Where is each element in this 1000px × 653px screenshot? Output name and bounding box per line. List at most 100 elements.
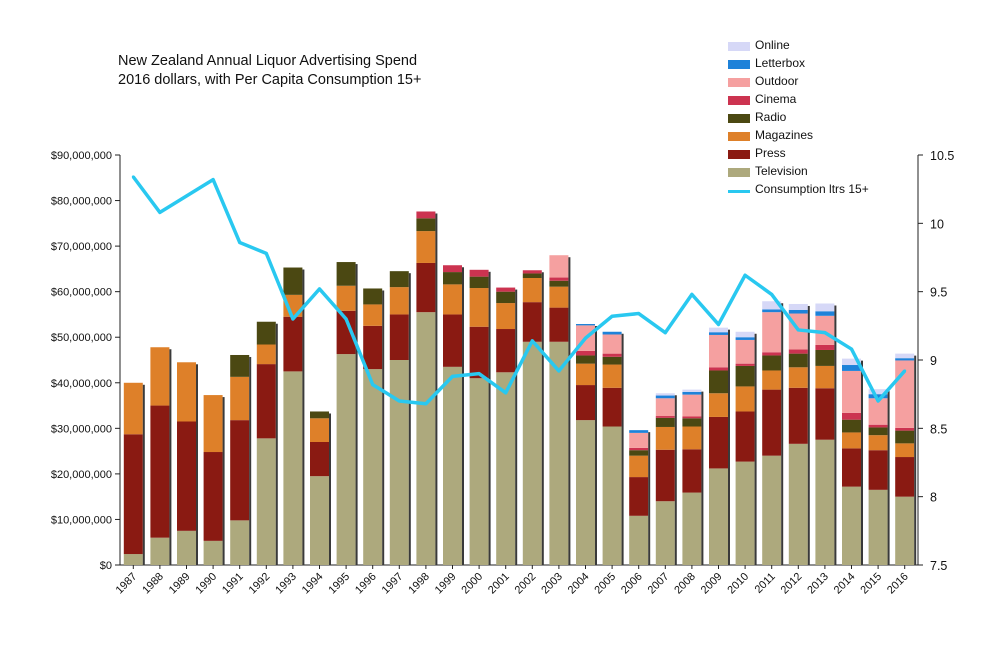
bar-segment-online — [762, 301, 782, 310]
x-tick-label: 2013 — [805, 571, 831, 597]
bar-segment-press — [895, 457, 915, 497]
bar-shadow — [887, 391, 890, 565]
legend-label: Outdoor — [755, 74, 799, 88]
legend-swatch — [728, 96, 750, 105]
bar-segment-magazines — [735, 386, 755, 412]
consumption-line — [131, 175, 907, 406]
bar-shadow — [408, 273, 411, 565]
x-tick-label: 1997 — [380, 571, 406, 597]
y-tick-label-right: 10 — [930, 217, 944, 231]
legend-label: Cinema — [755, 92, 797, 106]
bar-segment-magazines — [150, 347, 170, 406]
bar-segment-outdoor — [655, 398, 675, 417]
bar-segment-radio — [576, 355, 595, 364]
y-tick-label-left: $90,000,000 — [51, 150, 112, 162]
x-tick-label: 1999 — [433, 571, 459, 597]
consumption-point — [318, 287, 321, 291]
bar-segment-press — [416, 262, 436, 313]
bar-shadow — [329, 413, 331, 565]
bar-segment-television — [788, 443, 808, 565]
bar-shadow — [142, 384, 145, 565]
x-tick-label: 2015 — [858, 571, 884, 597]
bar-segment-television — [735, 461, 755, 565]
bar-segment-radio — [310, 411, 329, 419]
bar-segment-online — [868, 389, 888, 395]
bar-segment-press — [443, 314, 462, 367]
bar-shadow — [674, 395, 677, 565]
bar-segment-outdoor — [629, 432, 649, 448]
bar-segment-magazines — [416, 231, 436, 263]
x-tick-label: 1989 — [167, 571, 193, 597]
bar-segment-letterbox — [788, 309, 808, 314]
legend-swatch — [728, 60, 750, 69]
bar-segment-television — [177, 530, 196, 565]
bar-shadow — [382, 290, 385, 565]
consumption-point — [291, 317, 295, 321]
bar-segment-letterbox — [868, 394, 888, 399]
consumption-point — [371, 383, 375, 387]
bar-segment-magazines — [842, 432, 861, 449]
bar-segment-cinema — [496, 287, 516, 292]
bar-segment-television — [629, 515, 649, 565]
chart-title: New Zealand Annual Liquor Advertising Sp… — [118, 52, 421, 90]
x-tick-label: 2012 — [779, 571, 805, 597]
bar-segment-cinema — [655, 416, 675, 418]
bar-segment-magazines — [629, 455, 649, 478]
bar-shadow — [541, 272, 544, 565]
x-tick-label: 2001 — [486, 571, 512, 597]
y-tick-label-left: $0 — [100, 560, 112, 572]
bar-segment-cinema — [762, 352, 782, 356]
consumption-point — [663, 331, 667, 335]
y-tick-label-right: 8.5 — [930, 422, 947, 436]
bar-segment-online — [815, 303, 835, 312]
consumption-point — [158, 210, 162, 214]
bar-segment-press — [203, 452, 223, 541]
bar-segment-radio — [602, 356, 622, 365]
bar-segment-cinema — [576, 350, 595, 356]
x-tick-label: 1993 — [273, 571, 299, 597]
bar-segment-press — [735, 411, 755, 462]
bar-shadow — [355, 264, 358, 565]
bar-segment-letterbox — [895, 358, 915, 361]
bar-shadow — [249, 356, 252, 565]
bar-shadow — [169, 349, 172, 565]
x-tick-label: 2010 — [725, 571, 751, 597]
bar-segment-radio — [868, 427, 888, 436]
bar-segment-cinema — [469, 269, 489, 277]
x-tick-label: 1996 — [353, 571, 379, 597]
bar-segment-online — [735, 331, 755, 338]
y-tick-label-right: 9.5 — [930, 286, 947, 300]
bar-segment-magazines — [549, 286, 569, 308]
bar-segment-magazines — [602, 364, 622, 388]
bar-segment-outdoor — [842, 370, 861, 413]
y-tick-label-left: $50,000,000 — [51, 332, 112, 344]
y-tick-label-right: 8 — [930, 491, 937, 505]
bar-segment-radio — [629, 450, 649, 456]
x-tick-label: 1990 — [193, 571, 219, 597]
bar-segment-television — [283, 371, 303, 565]
consumption-point — [238, 240, 242, 244]
consumption-point — [610, 314, 614, 318]
bar-segment-magazines — [256, 344, 276, 365]
bar-shadow — [807, 305, 810, 565]
consumption-point — [451, 374, 454, 378]
bar-segment-outdoor — [682, 394, 702, 417]
bar-segment-radio — [363, 288, 383, 305]
bar-segment-press — [389, 314, 409, 360]
consumption-point — [557, 369, 561, 373]
bar-segment-television — [895, 496, 915, 565]
bar-segment-online — [655, 393, 675, 396]
consumption-point — [637, 312, 641, 316]
consumption-point — [850, 347, 853, 351]
y-tick-label-right: 7.5 — [930, 559, 947, 573]
bar-segment-press — [549, 307, 569, 342]
bar-segment-press — [363, 325, 383, 370]
bar-segment-cinema — [735, 363, 755, 366]
bar-segment-television — [762, 455, 782, 565]
y-tick-label-right: 9 — [930, 354, 937, 368]
bar-segment-online — [842, 358, 861, 366]
bar-segment-television — [815, 439, 835, 565]
consumption-point — [690, 292, 694, 296]
bar-segment-outdoor — [868, 398, 888, 425]
bar-segment-magazines — [522, 278, 542, 303]
